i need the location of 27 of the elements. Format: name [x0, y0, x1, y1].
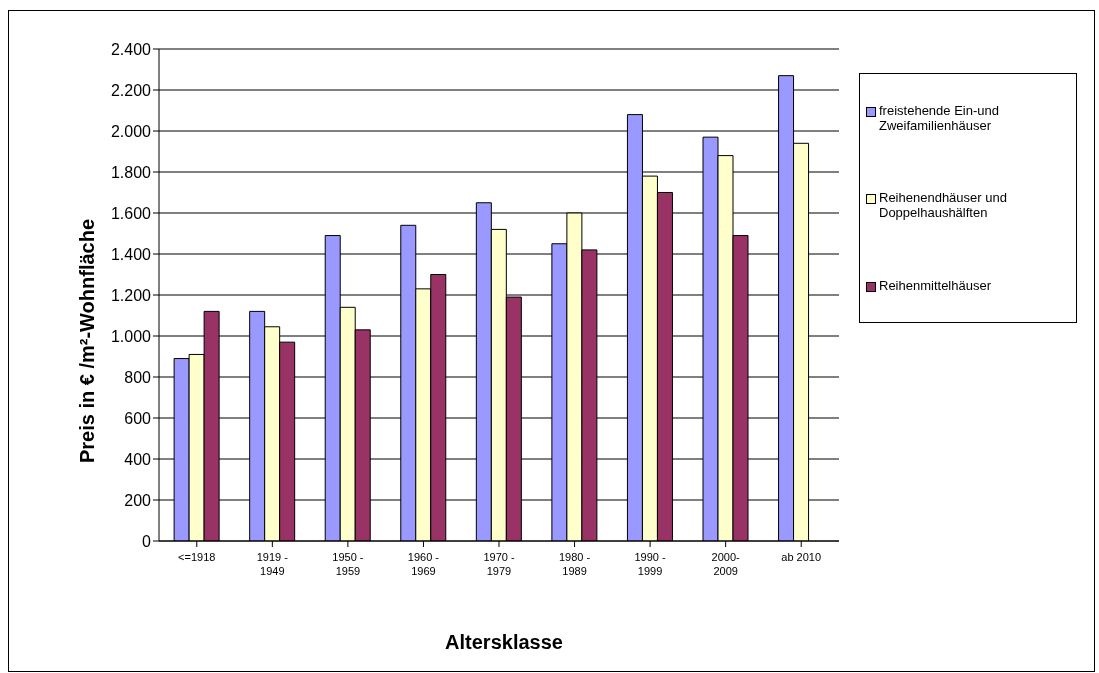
y-tick-label: 800 — [124, 368, 152, 386]
y-tick-label: 1.400 — [110, 245, 152, 263]
y-tick-label: 1.600 — [110, 204, 152, 222]
y-tick-label: 1.000 — [110, 327, 152, 345]
y-tick-label: 1.200 — [110, 286, 152, 304]
y-axis-title: Preis in € /m²-Wohnfläche — [76, 218, 98, 464]
x-tick-label: 2000-2009 — [711, 551, 741, 577]
x-tick-label: 1970 - 1979 — [483, 551, 515, 577]
y-tick-label: 2.200 — [110, 81, 152, 99]
x-axis-title: Altersklasse — [444, 631, 564, 654]
y-tick-label: 2.000 — [110, 122, 152, 140]
y-tick-label: 2.400 — [110, 40, 152, 58]
x-tick-label: 1990 - 1999 — [634, 551, 667, 577]
legend-label: Reihenendhäuser und Doppelhaushälften — [879, 190, 1008, 221]
legend-label: Reihenmittelhäuser — [879, 278, 992, 294]
y-tick-label: 600 — [124, 409, 152, 427]
y-tick-label: 200 — [124, 491, 152, 509]
x-tick-label: 1950 - 1959 — [332, 551, 364, 577]
y-tick-label: 0 — [142, 532, 152, 550]
x-tick-label: <=1918 — [178, 551, 216, 563]
x-tick-label: 1919 - 1949 — [256, 551, 289, 577]
x-tick-label: ab 2010 — [781, 551, 822, 563]
x-tick-label: 1980 - 1989 — [558, 551, 591, 577]
x-tick-label: 1960 - 1969 — [407, 551, 440, 577]
y-tick-label: 400 — [124, 450, 152, 468]
legend-label: freistehende Ein-und Zweifamilienhäuser — [879, 102, 1000, 133]
y-tick-label: 1.800 — [110, 163, 152, 181]
